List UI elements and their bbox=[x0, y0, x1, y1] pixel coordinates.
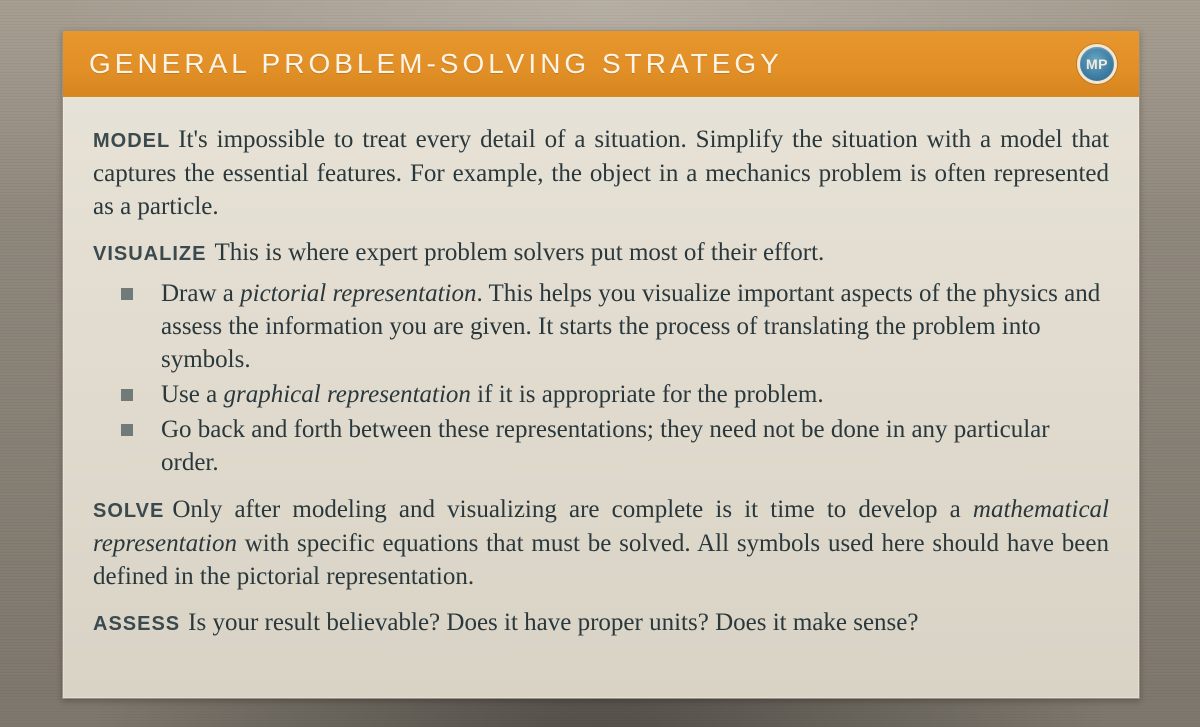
page-background: GENERAL PROBLEM-SOLVING STRATEGY MP MODE… bbox=[0, 0, 1200, 727]
bullet-rest: if it is appropriate for the problem. bbox=[471, 381, 824, 408]
bullet-lead: Use a bbox=[161, 381, 223, 408]
bullet-lead: Draw a bbox=[161, 280, 240, 307]
solve-lead: Only after modeling and visualizing are … bbox=[172, 496, 973, 523]
model-label: MODEL bbox=[93, 130, 170, 152]
bullet-em: pictorial representation bbox=[240, 280, 476, 307]
model-text: It's impossible to treat every detail of… bbox=[93, 126, 1109, 220]
model-paragraph: MODELIt's impossible to treat every deta… bbox=[93, 123, 1109, 224]
list-item: Draw a pictorial representation. This he… bbox=[139, 277, 1109, 376]
solve-label: SOLVE bbox=[93, 500, 164, 522]
visualize-bullet-list: Draw a pictorial representation. This he… bbox=[93, 277, 1109, 479]
panel-title: GENERAL PROBLEM-SOLVING STRATEGY bbox=[89, 48, 783, 80]
solve-rest: with specific equations that must be sol… bbox=[93, 530, 1109, 591]
assess-label: ASSESS bbox=[93, 613, 180, 635]
bullet-rest: Go back and forth between these represen… bbox=[161, 416, 1050, 476]
bullet-em: graphical representation bbox=[223, 381, 470, 408]
visualize-text: This is where expert problem solvers put… bbox=[214, 239, 824, 266]
list-item: Go back and forth between these represen… bbox=[139, 413, 1109, 479]
panel-body: MODELIt's impossible to treat every deta… bbox=[63, 97, 1139, 657]
mp-badge-icon: MP bbox=[1077, 44, 1117, 84]
visualize-label: VISUALIZE bbox=[93, 243, 206, 265]
solve-paragraph: SOLVE Only after modeling and visualizing… bbox=[93, 493, 1109, 594]
panel-header: GENERAL PROBLEM-SOLVING STRATEGY MP bbox=[63, 31, 1139, 97]
assess-text: Is your result believable? Does it have … bbox=[188, 609, 918, 636]
list-item: Use a graphical representation if it is … bbox=[139, 378, 1109, 411]
strategy-panel: GENERAL PROBLEM-SOLVING STRATEGY MP MODE… bbox=[62, 30, 1140, 699]
assess-paragraph: ASSESS Is your result believable? Does it… bbox=[93, 606, 1109, 640]
visualize-paragraph: VISUALIZE This is where expert problem so… bbox=[93, 236, 1109, 270]
